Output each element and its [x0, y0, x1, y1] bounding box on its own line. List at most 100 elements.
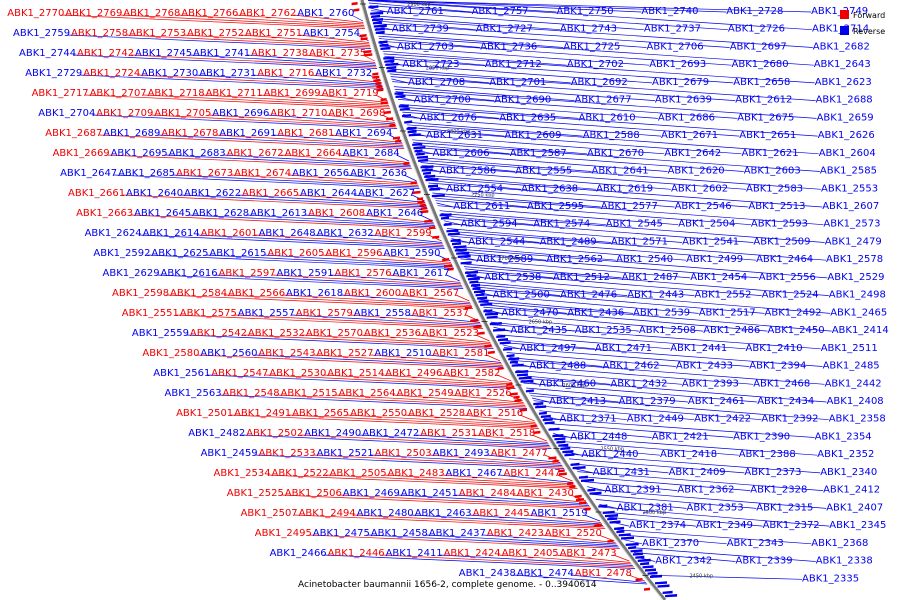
reverse-gene-mark [525, 389, 534, 393]
gene-label: ABK1_2611 [453, 201, 510, 212]
gene-leader-line [367, 0, 727, 13]
gene-leader-line [381, 45, 650, 66]
reverse-gene-mark [630, 549, 643, 553]
gene-leader-line [427, 179, 522, 190]
gene-leader-line [454, 494, 589, 505]
gene-label: ABK1_2727 [476, 24, 533, 35]
gene-label: ABK1_2605 [267, 248, 324, 259]
gene-leader-line [443, 220, 461, 226]
gene-label: ABK1_2741 [193, 48, 250, 59]
gene-leader-line [497, 374, 512, 382]
reverse-gene-mark [395, 94, 406, 98]
reverse-gene-mark [453, 245, 467, 249]
gene-leader-line [378, 38, 481, 48]
gene-leader-line [353, 194, 426, 203]
reverse-gene-mark [431, 194, 445, 198]
gene-label: ABK1_2753 [129, 28, 186, 39]
gene-label: ABK1_2581 [432, 348, 489, 359]
gene-label: ABK1_2615 [209, 248, 266, 259]
gene-leader-line [497, 554, 632, 565]
gene-label: ABK1_2475 [313, 528, 370, 539]
gene-leader-line [466, 271, 762, 296]
reverse-gene-mark [407, 130, 417, 134]
gene-leader-line [351, 14, 364, 22]
forward-gene-mark [395, 139, 401, 143]
gene-label: ABK1_2537 [412, 308, 469, 319]
gene-leader-line [150, 114, 397, 128]
gene-label: ABK1_2515 [281, 388, 338, 399]
gene-label: ABK1_2524 [762, 290, 819, 301]
forward-gene-mark [372, 75, 380, 79]
gene-label: ABK1_2705 [154, 108, 211, 119]
gene-label: ABK1_2744 [19, 48, 76, 59]
gene-label: ABK1_2618 [286, 288, 343, 299]
gene-leader-line [61, 14, 366, 29]
gene-label: ABK1_2423 [487, 528, 544, 539]
gene-leader-line [458, 253, 759, 279]
reverse-gene-mark [562, 450, 574, 454]
gene-label: ABK1_2553 [821, 183, 878, 194]
gene-leader-line [439, 210, 606, 226]
gene-label: ABK1_2716 [257, 68, 314, 79]
gene-label: ABK1_2726 [728, 24, 785, 35]
reverse-gene-mark [404, 120, 413, 124]
gene-label: ABK1_2623 [815, 77, 872, 88]
gene-label: ABK1_2505 [330, 468, 387, 479]
reverse-gene-mark [564, 453, 575, 457]
gene-label: ABK1_2690 [494, 95, 551, 106]
reverse-gene-mark [542, 418, 553, 422]
gene-label: ABK1_2526 [455, 388, 512, 399]
forward-gene-mark [380, 98, 387, 102]
gene-label: ABK1_2450 [768, 325, 825, 336]
reverse-gene-mark [498, 338, 508, 342]
gene-leader-line [557, 440, 739, 456]
gene-label: ABK1_2548 [223, 388, 280, 399]
gene-label: ABK1_2570 [306, 328, 363, 339]
gene-label: ABK1_2393 [682, 378, 739, 389]
gene-label: ABK1_2582 [443, 368, 500, 379]
gene-label: ABK1_2379 [619, 396, 676, 407]
gene-leader-line [331, 134, 403, 143]
reverse-gene-mark [503, 347, 513, 351]
gene-label: ABK1_2587 [510, 148, 567, 159]
gene-leader-line [405, 121, 583, 137]
gene-label: ABK1_2410 [746, 343, 803, 354]
gene-label: ABK1_2373 [744, 467, 801, 478]
gene-leader-line [539, 410, 627, 421]
gene-leader-line [441, 215, 534, 226]
backbone-tick-label: 2750 kbp [471, 193, 495, 199]
gene-leader-line [416, 434, 549, 445]
gene-label: ABK1_2407 [826, 502, 883, 513]
gene-leader-line [526, 387, 688, 403]
reverse-gene-mark [446, 229, 459, 233]
gene-label: ABK1_2441 [670, 343, 727, 354]
reverse-gene-mark [467, 277, 480, 281]
gene-leader-line [321, 254, 452, 265]
gene-leader-line [560, 445, 661, 456]
gene-leader-line [377, 33, 564, 48]
forward-gene-mark [579, 501, 587, 505]
gene-label: ABK1_2501 [176, 408, 233, 419]
backbone-tick-label: 2900 kbp [407, 2, 431, 8]
gene-leader-line [254, 354, 504, 368]
gene-label: ABK1_2621 [742, 148, 799, 159]
gene-leader-line [463, 266, 829, 296]
gene-leader-line [410, 134, 665, 155]
reverse-gene-mark [478, 299, 489, 303]
reverse-gene-mark [509, 360, 518, 364]
gene-label: ABK1_2459 [201, 448, 258, 459]
gene-label: ABK1_2695 [111, 148, 168, 159]
gene-label: ABK1_2608 [308, 208, 365, 219]
gene-label: ABK1_2565 [292, 408, 349, 419]
gene-leader-line [592, 494, 757, 509]
gene-leader-line [396, 94, 738, 119]
gene-label: ABK1_2510 [374, 348, 431, 359]
gene-label: ABK1_2641 [592, 166, 649, 177]
forward-gene-mark [375, 82, 382, 86]
gene-leader-line [520, 377, 827, 403]
reverse-gene-mark [406, 126, 417, 130]
gene-label: ABK1_2578 [826, 254, 883, 265]
gene-label: ABK1_2368 [811, 538, 868, 549]
reverse-gene-mark [496, 334, 506, 338]
reverse-gene-mark [552, 434, 564, 438]
